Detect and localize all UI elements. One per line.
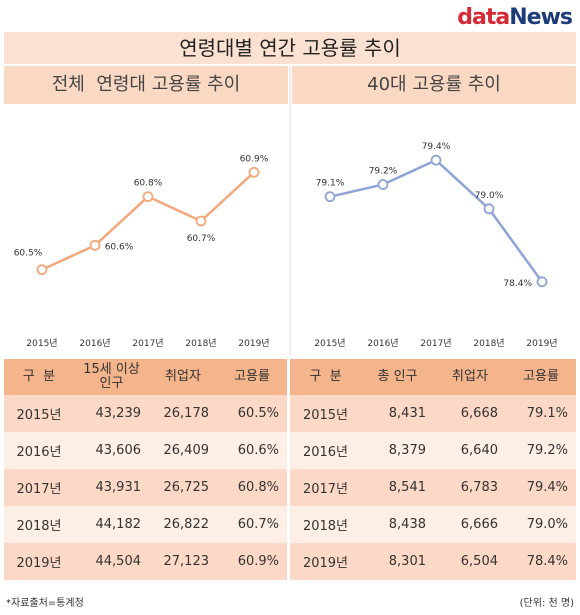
table-cell: 44,182 [74, 506, 149, 543]
table-cell: 2019년 [287, 543, 361, 580]
x-tick-label: 2019년 [238, 338, 269, 349]
table-cell: 2018년 [4, 506, 74, 543]
table-row: 2017년 43,931 26,725 60.8% 2017년 8,541 6,… [4, 469, 576, 506]
table-row: 2015년 43,239 26,178 60.5% 2015년 8,431 6,… [4, 395, 576, 432]
table-cell: 27,123 [149, 543, 217, 580]
table-cell: 2017년 [287, 469, 361, 506]
table-row: 2016년 43,606 26,409 60.6% 2016년 8,379 6,… [4, 432, 576, 469]
table-header-row: 구 분 15세 이상 인구 취업자 고용률 구 분 총 인구 취업자 고용률 [4, 359, 576, 395]
forties-line-chart: 79.1% 2015년 79.2% 2016년 79.4% 2017년 79.0% 2018년… [314, 142, 557, 349]
page-title: 연령대별 연간 고용률 추이 [4, 32, 576, 64]
data-label: 78.4% [503, 279, 532, 289]
table-header: 구 분 [4, 359, 74, 395]
data-point [248, 166, 260, 178]
table-header: 15세 이상 인구 [74, 359, 149, 395]
table-cell: 60.5% [217, 395, 287, 432]
panel-divider [289, 66, 291, 356]
table-cell: 2019년 [4, 543, 74, 580]
x-tick-label: 2016년 [79, 338, 110, 349]
table-cell: 26,822 [149, 506, 217, 543]
table-cell: 8,438 [361, 506, 434, 543]
datanews-logo: dataNews [457, 5, 573, 30]
table-header: 고용률 [506, 359, 576, 395]
table-header: 고용률 [217, 359, 287, 395]
table-cell: 79.2% [506, 432, 576, 469]
table-cell: 79.4% [506, 469, 576, 506]
table-cell: 26,409 [149, 432, 217, 469]
table-cell: 6,783 [434, 469, 506, 506]
table-cell: 60.9% [217, 543, 287, 580]
table-cell: 43,931 [74, 469, 149, 506]
table-header: 총 인구 [361, 359, 434, 395]
series-line [329, 158, 544, 283]
data-point [36, 264, 48, 276]
unit-note: (단위: 천 명) [519, 598, 574, 609]
forties-chart: 79.1% 2015년 79.2% 2016년 79.4% 2017년 79.0% 2018년… [292, 106, 576, 356]
logo-news-text: News [509, 5, 573, 30]
all-ages-chart: 60.5% 2015년 60.6% 2016년 60.8% 2017년 60.7% 2018년… [4, 106, 288, 356]
source-note: *자료출처=통계청 [6, 598, 84, 609]
data-point [324, 191, 336, 203]
data-label: 60.8% [134, 179, 163, 189]
table-cell: 8,301 [361, 543, 434, 580]
logo-data-text: data [457, 5, 510, 30]
table-header: 취업자 [434, 359, 506, 395]
x-tick-label: 2018년 [473, 338, 504, 349]
table-cell: 43,606 [74, 432, 149, 469]
x-tick-label: 2016년 [367, 338, 398, 349]
x-tick-label: 2017년 [420, 338, 451, 349]
table-cell: 26,725 [149, 469, 217, 506]
data-label: 60.5% [14, 249, 43, 259]
table-cell: 2015년 [287, 395, 361, 432]
table-cell: 8,541 [361, 469, 434, 506]
data-label: 60.9% [240, 154, 269, 164]
data-label: 79.1% [316, 179, 345, 189]
table-cell: 79.1% [506, 395, 576, 432]
table-cell: 2016년 [287, 432, 361, 469]
data-label: 60.6% [105, 242, 134, 252]
data-point [483, 203, 495, 215]
table-cell: 43,239 [74, 395, 149, 432]
table-cell: 6,666 [434, 506, 506, 543]
data-point [377, 179, 389, 190]
all-ages-line-chart: 60.5% 2015년 60.6% 2016년 60.8% 2017년 60.7% 2018년… [14, 154, 270, 349]
table-cell: 78.4% [506, 543, 576, 580]
data-label: 79.4% [422, 142, 451, 152]
x-tick-label: 2019년 [526, 338, 557, 349]
data-point [195, 215, 207, 227]
table-cell: 6,640 [434, 432, 506, 469]
data-label: 79.2% [369, 167, 398, 177]
table-cell: 8,431 [361, 395, 434, 432]
table-cell: 6,504 [434, 543, 506, 580]
data-point [89, 239, 101, 251]
table-cell: 26,178 [149, 395, 217, 432]
table-cell: 2017년 [4, 469, 74, 506]
x-tick-label: 2015년 [26, 338, 57, 349]
table-cell: 79.0% [506, 506, 576, 543]
employment-table: 구 분 15세 이상 인구 취업자 고용률 구 분 총 인구 취업자 고용률 2… [4, 359, 576, 580]
data-label: 79.0% [475, 191, 504, 201]
x-tick-label: 2017년 [132, 338, 163, 349]
table-cell: 6,668 [434, 395, 506, 432]
right-chart-title: 40대 고용률 추이 [292, 66, 576, 104]
table-cell: 2018년 [287, 506, 361, 543]
x-tick-label: 2015년 [314, 338, 345, 349]
table-header: 취업자 [149, 359, 217, 395]
table-row: 2018년 44,182 26,822 60.7% 2018년 8,438 6,… [4, 506, 576, 543]
table-cell: 44,504 [74, 543, 149, 580]
table-cell: 60.8% [217, 469, 287, 506]
left-chart-title: 전체 연령대 고용률 추이 [4, 66, 288, 104]
table-cell: 8,379 [361, 432, 434, 469]
table-cell: 60.7% [217, 506, 287, 543]
table-cell: 2016년 [4, 432, 74, 469]
table-header: 구 분 [287, 359, 361, 395]
table-cell: 60.6% [217, 432, 287, 469]
table-cell: 2015년 [4, 395, 74, 432]
table-row: 2019년 44,504 27,123 60.9% 2019년 8,301 6,… [4, 543, 576, 580]
data-point [430, 154, 442, 166]
data-label: 60.7% [187, 234, 216, 244]
data-point [536, 276, 548, 288]
x-tick-label: 2018년 [185, 338, 216, 349]
data-point [142, 191, 154, 203]
